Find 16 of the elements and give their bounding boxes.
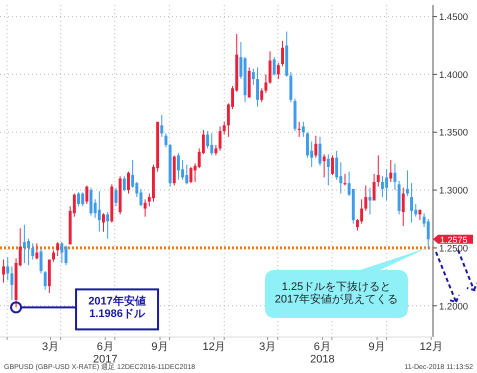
x-tick-label: 12月 — [420, 341, 443, 353]
x-tick-label: 6月 2018 — [310, 341, 335, 366]
y-tick-label: 1.3000 — [439, 186, 468, 197]
y-tick-label: 1.4500 — [439, 12, 468, 24]
y-tick-label: 1.4000 — [439, 70, 468, 81]
annotation: 1.25ドルを下抜けると 2017年安値が見えてくる — [274, 281, 398, 306]
annotation: 2017年安値 1.1986ドル — [88, 294, 146, 320]
y-tick-label: 1.2000 — [439, 301, 468, 312]
x-tick-label: 12月 — [202, 341, 226, 353]
x-tick-label: 3月 — [259, 341, 276, 353]
x-tick-label: 9月 — [368, 341, 386, 353]
x-tick-label: 9月 — [151, 341, 169, 353]
annotation: 1.2575 — [440, 234, 468, 245]
x-tick-label: 3月 — [42, 341, 60, 353]
y-tick-label: 1.2500 — [439, 243, 468, 254]
y-tick-label: 1.3500 — [439, 128, 468, 139]
